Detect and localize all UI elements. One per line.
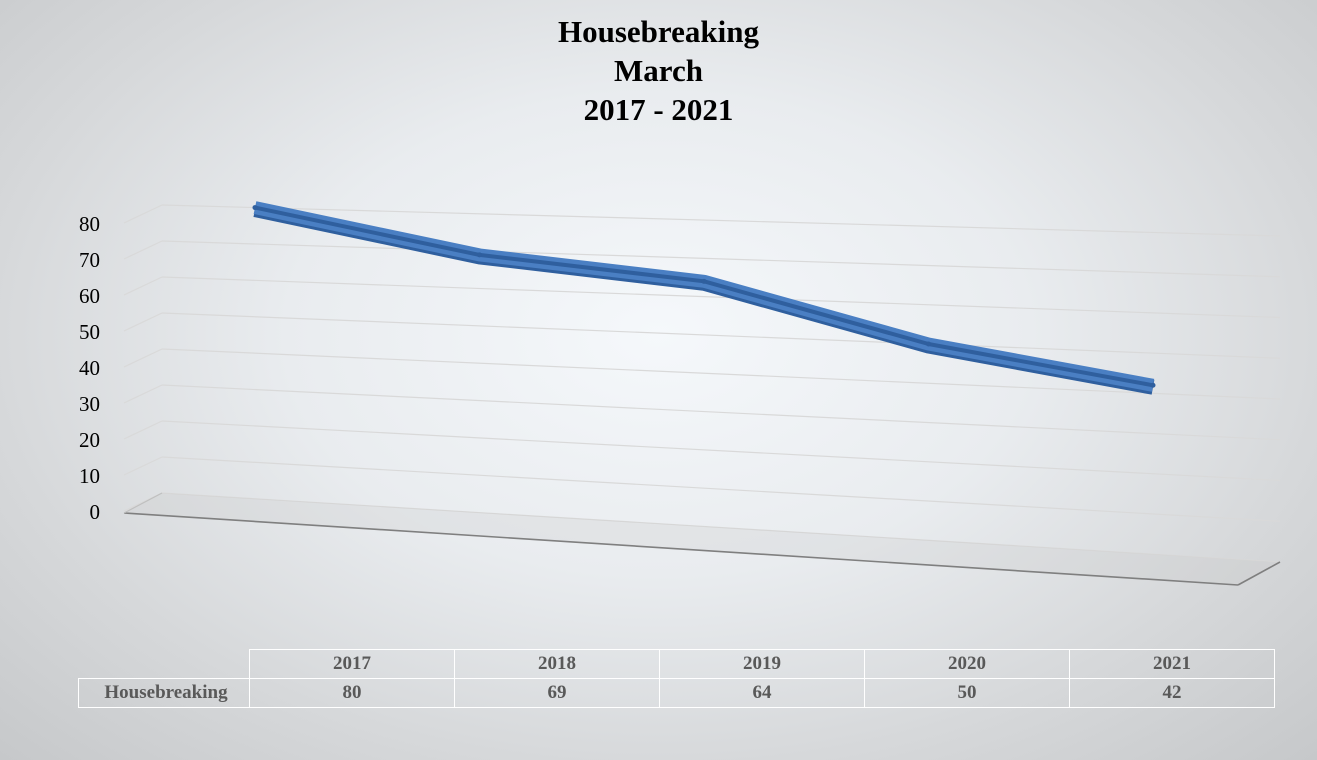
data-table-value-2017: 80 [249,678,455,708]
y-tick-label: 30 [79,392,100,416]
side-gridline [123,240,163,260]
y-tick-label: 70 [79,248,100,272]
y-tick-label: 50 [79,320,100,344]
gridline [161,204,1281,237]
gridline [161,348,1281,400]
data-table-header-2018: 2018 [454,649,660,679]
data-table-row-housebreaking: Housebreaking 80 69 64 50 42 [78,678,1275,708]
data-point-2021 [1150,382,1156,388]
data-table-header-2021: 2021 [1069,649,1275,679]
data-table-series-label: Housebreaking [78,678,250,708]
gridline [161,420,1281,482]
floor-plane [124,493,1280,585]
data-table-value-2021: 42 [1069,678,1275,708]
side-gridline [123,276,163,296]
side-gridline [123,456,163,476]
data-table-header-2019: 2019 [659,649,865,679]
y-tick-label: 10 [79,464,100,488]
floor [123,492,1281,586]
floor-side-edge [1237,561,1281,586]
data-table-header-2017: 2017 [249,649,455,679]
data-table-value-2020: 50 [864,678,1070,708]
data-point-2017 [252,205,258,211]
gridline [161,456,1281,522]
data-table: 2017 2018 2019 2020 2021 Housebreaking 8… [78,649,1275,708]
side-gridline [123,312,163,332]
chart-title-line-3: 2017 - 2021 [583,92,734,127]
side-gridline [123,348,163,368]
side-gridline [123,204,163,224]
chart-title-line-2: March [614,53,703,88]
gridline [161,312,1281,359]
side-gridline [123,384,163,404]
gridline [161,384,1281,441]
chart-title: Housebreaking March 2017 - 2021 [0,12,1317,129]
gridline [161,240,1281,278]
floor-left-edge [123,492,163,514]
data-table-value-2019: 64 [659,678,865,708]
y-axis-ticks: 0 10 20 30 40 50 60 70 80 [79,212,100,524]
data-table-header-row: 2017 2018 2019 2020 2021 [78,649,1275,679]
data-table-header-2020: 2020 [864,649,1070,679]
gridline [161,276,1281,319]
floor-front-edge [123,512,1239,586]
y-tick-label: 40 [79,356,100,380]
y-tick-label: 20 [79,428,100,452]
data-point-2019 [701,278,707,284]
series-housebreaking [252,201,1156,395]
chart-title-line-1: Housebreaking [558,14,759,49]
side-gridline [123,420,163,440]
data-table-corner [78,649,250,679]
data-table-value-2018: 69 [454,678,660,708]
gridlines [123,204,1281,563]
data-point-2018 [477,252,482,258]
gridline [161,492,1281,563]
y-tick-label: 80 [79,212,100,236]
y-tick-label: 0 [90,500,101,524]
y-tick-label: 60 [79,284,100,308]
data-point-2020 [926,341,931,347]
